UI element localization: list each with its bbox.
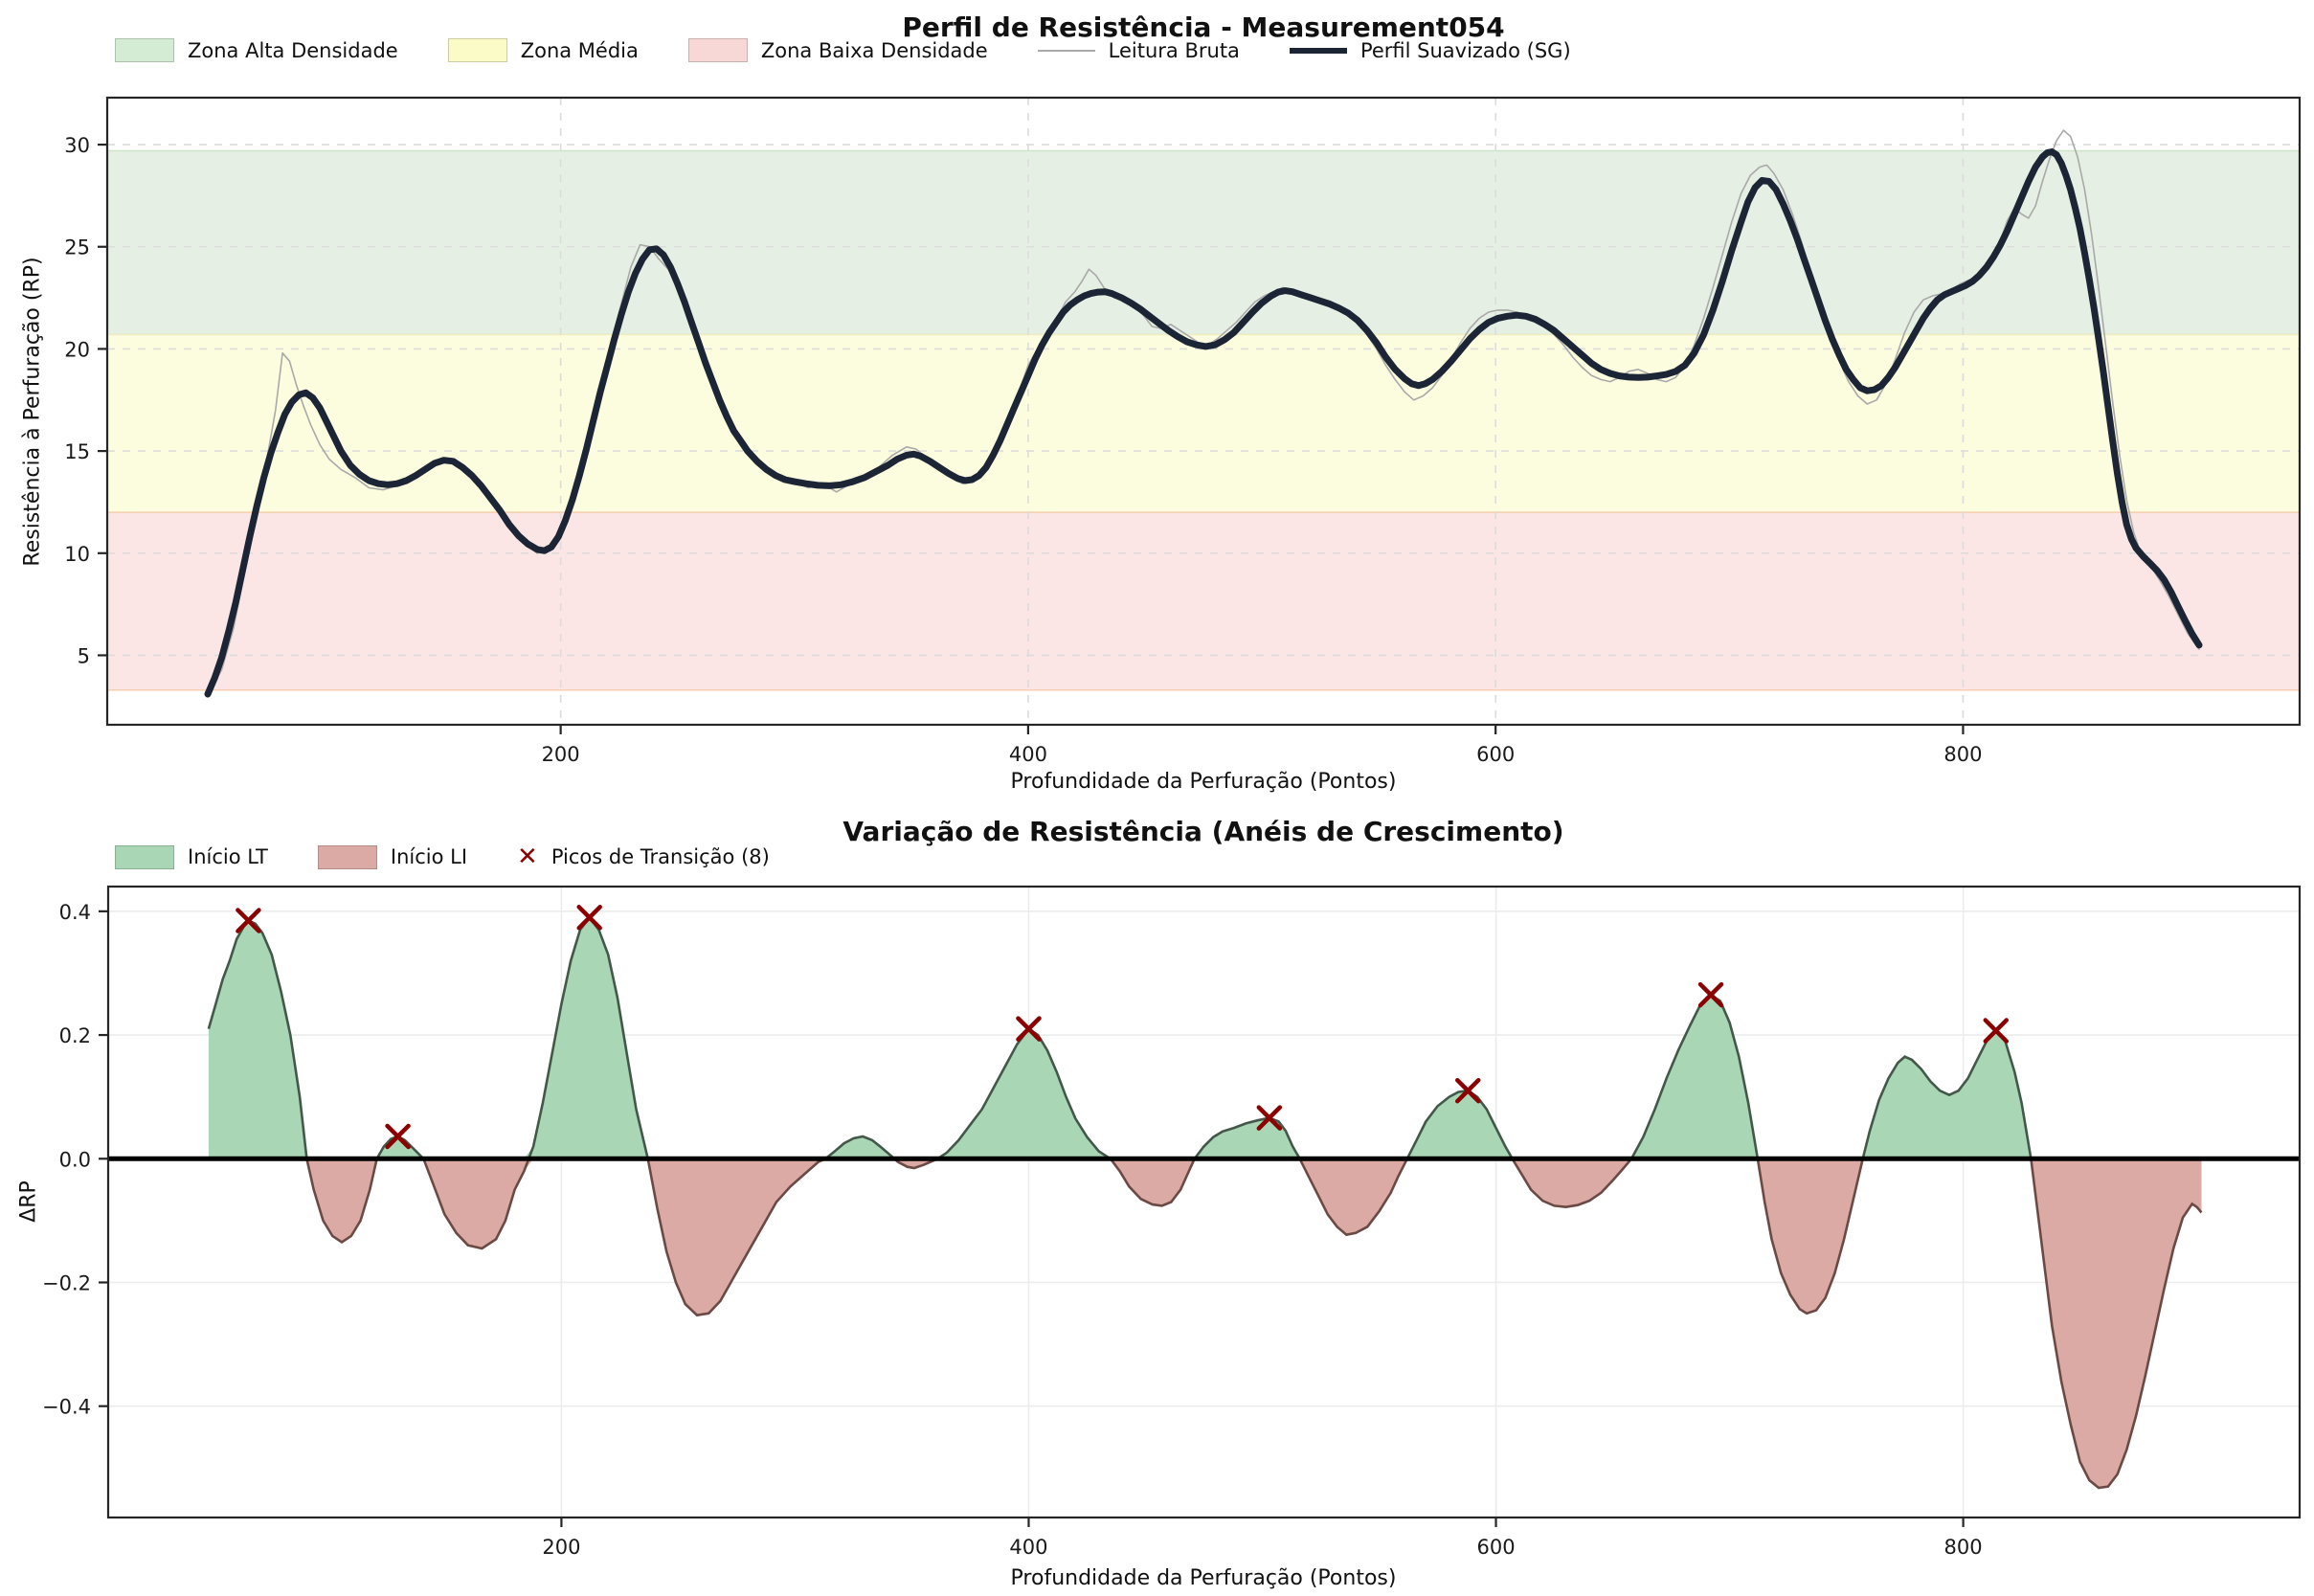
legend-label: Início LI	[390, 845, 468, 868]
legend-label: Início LT	[188, 845, 268, 868]
svg-text:10: 10	[64, 543, 90, 566]
svg-text:0.0: 0.0	[59, 1148, 91, 1171]
raw-line-icon	[1037, 49, 1095, 52]
top-chart-title: Perfil de Resistência - Measurement054	[902, 11, 1505, 43]
top-chart-legend: Zona Alta Densidade Zona Média Zona Baix…	[115, 38, 1621, 62]
zone-mid-patch-icon	[447, 38, 507, 62]
svg-text:15: 15	[64, 440, 90, 463]
legend-label: Zona Média	[520, 38, 639, 62]
svg-text:800: 800	[1944, 1536, 1983, 1559]
legend-label: Picos de Transição (8)	[550, 845, 770, 868]
zone-high-patch-icon	[115, 38, 174, 62]
legend-item-zona-alta: Zona Alta Densidade	[115, 38, 398, 62]
smoothed-line-icon	[1289, 47, 1347, 54]
svg-text:600: 600	[1476, 743, 1515, 766]
svg-text:200: 200	[542, 1536, 580, 1559]
x-marker-icon: ✕	[517, 843, 538, 871]
svg-text:800: 800	[1943, 743, 1982, 766]
legend-item-leitura-bruta: Leitura Bruta	[1037, 38, 1240, 62]
positive-area-patch-icon	[115, 844, 174, 869]
svg-text:400: 400	[1009, 1536, 1047, 1559]
top-chart-xlabel: Profundidade da Perfuração (Pontos)	[1010, 770, 1397, 794]
legend-label: Leitura Bruta	[1108, 38, 1240, 62]
bottom-chart-xlabel: Profundidade da Perfuração (Pontos)	[1010, 1566, 1397, 1590]
svg-text:20: 20	[64, 338, 90, 361]
svg-text:−0.2: −0.2	[42, 1271, 91, 1294]
bottom-chart-legend: Início LT Início LI ✕ Picos de Transição…	[115, 844, 820, 869]
svg-text:30: 30	[64, 134, 90, 157]
legend-item-inicio-li: Início LI	[317, 844, 468, 869]
legend-item-zona-media: Zona Média	[447, 38, 639, 62]
svg-text:0.4: 0.4	[59, 901, 91, 924]
svg-text:−0.4: −0.4	[42, 1396, 91, 1419]
svg-text:0.2: 0.2	[59, 1024, 91, 1047]
legend-label: Zona Alta Densidade	[188, 38, 398, 62]
svg-text:5: 5	[78, 644, 90, 667]
negative-area-patch-icon	[317, 844, 377, 869]
legend-label: Zona Baixa Densidade	[760, 38, 988, 62]
legend-label: Perfil Suavizado (SG)	[1359, 38, 1571, 62]
legend-item-inicio-lt: Início LT	[115, 844, 268, 869]
svg-text:400: 400	[1009, 743, 1047, 766]
svg-text:600: 600	[1476, 1536, 1515, 1559]
legend-item-perfil-suavizado: Perfil Suavizado (SG)	[1289, 38, 1571, 62]
svg-text:200: 200	[542, 743, 580, 766]
svg-text:25: 25	[64, 236, 90, 259]
legend-item-picos: ✕ Picos de Transição (8)	[517, 844, 770, 869]
zone-low-patch-icon	[687, 38, 748, 62]
legend-item-zona-baixa: Zona Baixa Densidade	[687, 38, 988, 62]
bottom-chart-title: Variação de Resistência (Anéis de Cresci…	[842, 816, 1564, 847]
